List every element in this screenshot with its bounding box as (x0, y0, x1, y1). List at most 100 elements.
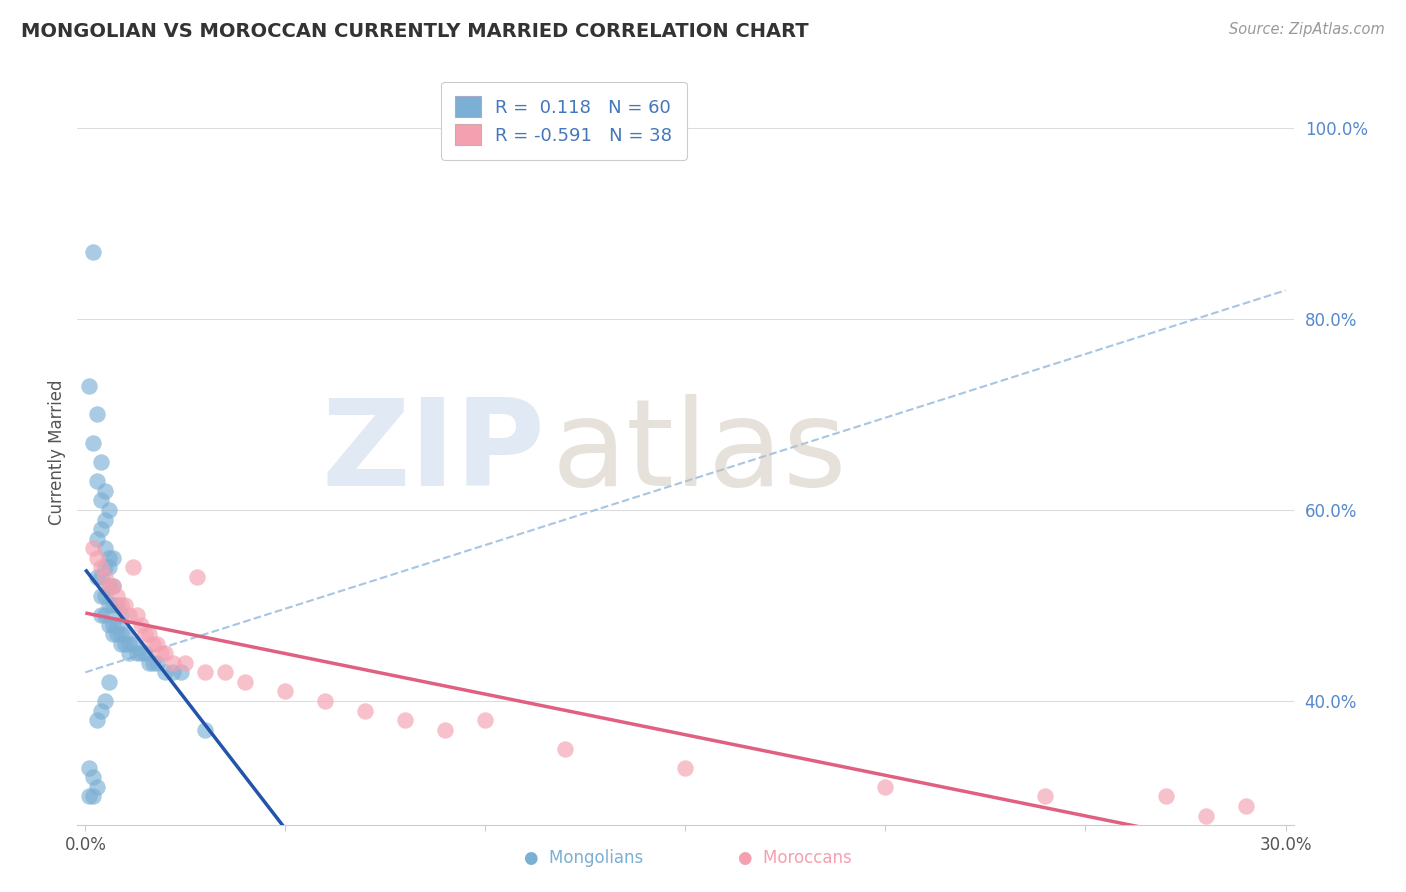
Mongolians (110, 637, 132, 651)
Mongolians (114, 627, 136, 641)
Moroccans (1035, 789, 1057, 804)
Mongolians (79, 761, 101, 775)
Mongolians (103, 550, 125, 565)
Mongolians (86, 713, 108, 727)
Mongolians (103, 627, 125, 641)
Mongolians (94, 589, 117, 603)
Mongolians (94, 483, 117, 498)
Mongolians (82, 789, 104, 804)
Moroccans (103, 579, 125, 593)
Moroccans (1194, 808, 1216, 822)
Moroccans (110, 599, 132, 613)
Mongolians (118, 646, 141, 660)
Mongolians (98, 503, 121, 517)
Moroccans (142, 637, 165, 651)
Moroccans (274, 684, 297, 698)
Mongolians (134, 646, 156, 660)
Mongolians (94, 512, 117, 526)
Moroccans (1154, 789, 1177, 804)
Text: Source: ZipAtlas.com: Source: ZipAtlas.com (1229, 22, 1385, 37)
Moroccans (314, 694, 336, 708)
Mongolians (170, 665, 193, 680)
Moroccans (354, 704, 377, 718)
Moroccans (394, 713, 416, 727)
Mongolians (146, 656, 169, 670)
Mongolians (103, 599, 125, 613)
Moroccans (138, 627, 160, 641)
Mongolians (98, 550, 121, 565)
Mongolians (98, 674, 121, 689)
Mongolians (98, 599, 121, 613)
Moroccans (134, 627, 156, 641)
Moroccans (875, 780, 897, 794)
Mongolians (90, 493, 112, 508)
Mongolians (131, 646, 153, 660)
Text: atlas: atlas (551, 394, 848, 511)
Mongolians (94, 694, 117, 708)
Mongolians (90, 704, 112, 718)
Mongolians (90, 589, 112, 603)
Moroccans (554, 741, 576, 756)
Moroccans (86, 550, 108, 565)
Moroccans (1234, 799, 1257, 814)
Mongolians (90, 522, 112, 536)
Mongolians (103, 579, 125, 593)
Moroccans (194, 665, 217, 680)
Moroccans (214, 665, 236, 680)
Mongolians (90, 607, 112, 622)
Moroccans (127, 607, 149, 622)
Moroccans (150, 646, 173, 660)
Mongolians (155, 665, 177, 680)
Moroccans (155, 646, 177, 660)
Moroccans (186, 570, 208, 584)
Moroccans (675, 761, 697, 775)
Mongolians (82, 436, 104, 450)
Mongolians (86, 570, 108, 584)
Mongolians (82, 245, 104, 260)
Moroccans (131, 617, 153, 632)
Moroccans (122, 560, 145, 574)
Moroccans (114, 599, 136, 613)
Mongolians (110, 627, 132, 641)
Text: MONGOLIAN VS MOROCCAN CURRENTLY MARRIED CORRELATION CHART: MONGOLIAN VS MOROCCAN CURRENTLY MARRIED … (21, 22, 808, 41)
Mongolians (86, 780, 108, 794)
Mongolians (90, 455, 112, 469)
Mongolians (194, 723, 217, 737)
Mongolians (86, 408, 108, 422)
Moroccans (94, 570, 117, 584)
Text: ●  Mongolians: ● Mongolians (524, 849, 643, 867)
Moroccans (98, 579, 121, 593)
Mongolians (162, 665, 184, 680)
Text: ZIP: ZIP (322, 394, 546, 511)
Mongolians (138, 656, 160, 670)
Mongolians (79, 379, 101, 393)
Mongolians (105, 627, 128, 641)
Moroccans (474, 713, 496, 727)
Mongolians (79, 789, 101, 804)
Mongolians (114, 637, 136, 651)
Moroccans (235, 674, 257, 689)
Mongolians (90, 570, 112, 584)
Mongolians (98, 560, 121, 574)
Moroccans (118, 607, 141, 622)
Mongolians (110, 607, 132, 622)
Moroccans (146, 637, 169, 651)
Mongolians (82, 770, 104, 784)
Mongolians (94, 607, 117, 622)
Mongolians (118, 637, 141, 651)
Mongolians (94, 541, 117, 556)
Legend: R =  0.118   N = 60, R = -0.591   N = 38: R = 0.118 N = 60, R = -0.591 N = 38 (441, 82, 686, 160)
Mongolians (105, 599, 128, 613)
Moroccans (174, 656, 197, 670)
Moroccans (105, 589, 128, 603)
Mongolians (127, 646, 149, 660)
Moroccans (82, 541, 104, 556)
Mongolians (98, 579, 121, 593)
Mongolians (103, 617, 125, 632)
Mongolians (86, 532, 108, 546)
Mongolians (142, 656, 165, 670)
Mongolians (105, 617, 128, 632)
Mongolians (122, 637, 145, 651)
Y-axis label: Currently Married: Currently Married (48, 380, 66, 525)
Moroccans (90, 560, 112, 574)
